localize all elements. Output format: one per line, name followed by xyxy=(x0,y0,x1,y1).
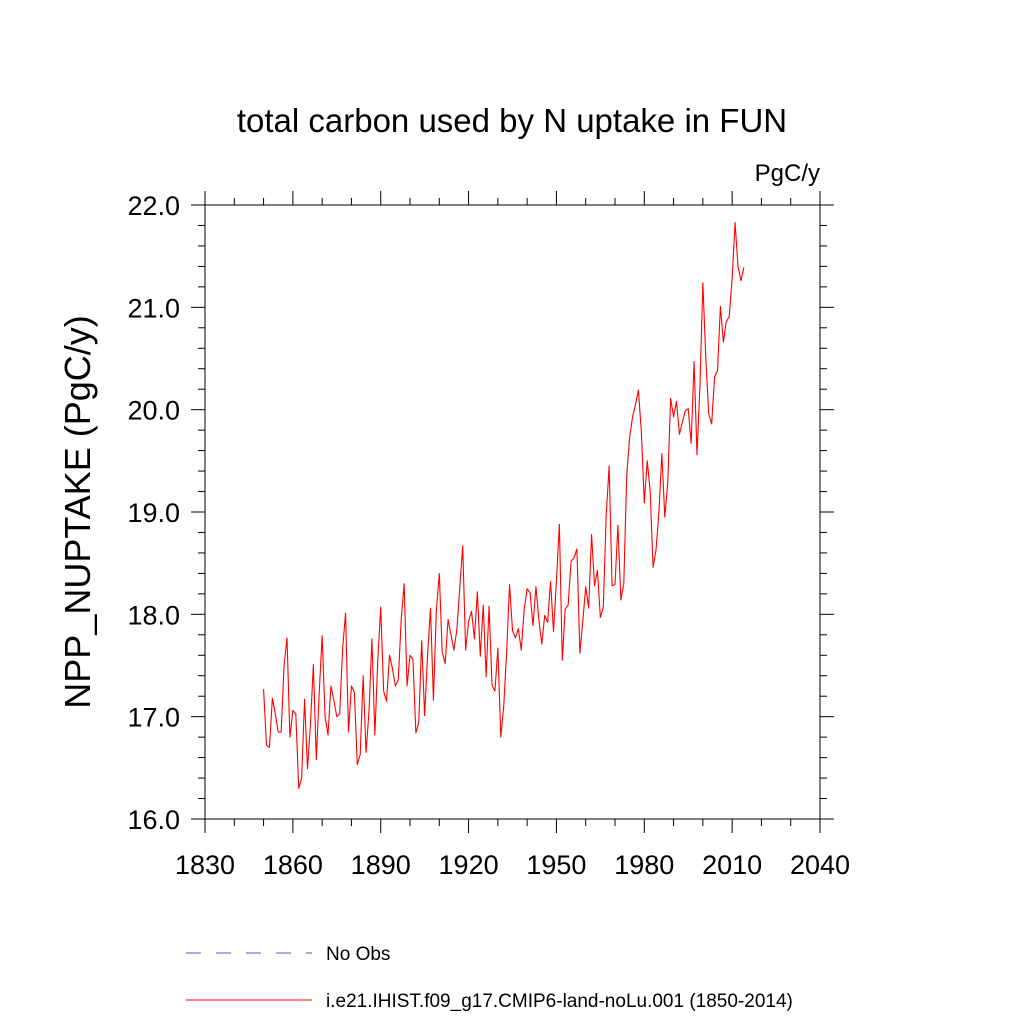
x-tick-label: 1860 xyxy=(263,850,323,880)
y-tick-label: 16.0 xyxy=(127,805,180,835)
x-tick-label: 1980 xyxy=(614,850,674,880)
plot-frame xyxy=(204,204,821,820)
axis-ticks xyxy=(191,191,834,833)
series-line-0 xyxy=(263,221,745,789)
legend-label-model: i.e21.IHIST.f09_g17.CMIP6-land-noLu.001 … xyxy=(326,991,793,1012)
y-tick-label: 22.0 xyxy=(127,191,180,221)
x-tick-label: 1920 xyxy=(439,850,499,880)
units-label: PgC/y xyxy=(755,160,820,187)
x-tick-labels: 1830 1860 1890 1920 1950 1980 2010 2040 xyxy=(175,850,850,880)
x-tick-label: 2010 xyxy=(702,850,762,880)
y-tick-labels: 16.0 17.0 18.0 19.0 20.0 21.0 22.0 xyxy=(127,191,180,835)
y-axis-label: NPP_NUPTAKE (PgC/y) xyxy=(57,315,98,708)
x-tick-label: 1830 xyxy=(175,850,235,880)
legend-label-no-obs: No Obs xyxy=(326,944,390,965)
x-tick-label: 1950 xyxy=(526,850,586,880)
legend: No Obs i.e21.IHIST.f09_g17.CMIP6-land-no… xyxy=(186,944,793,1012)
chart-title: total carbon used by N uptake in FUN xyxy=(237,102,787,139)
series-group xyxy=(263,221,745,789)
y-tick-label: 20.0 xyxy=(127,396,180,426)
y-tick-label: 17.0 xyxy=(127,703,180,733)
y-tick-label: 21.0 xyxy=(127,293,180,323)
x-tick-label: 1890 xyxy=(351,850,411,880)
y-tick-label: 19.0 xyxy=(127,498,180,528)
y-tick-label: 18.0 xyxy=(127,600,180,630)
x-tick-label: 2040 xyxy=(790,850,850,880)
